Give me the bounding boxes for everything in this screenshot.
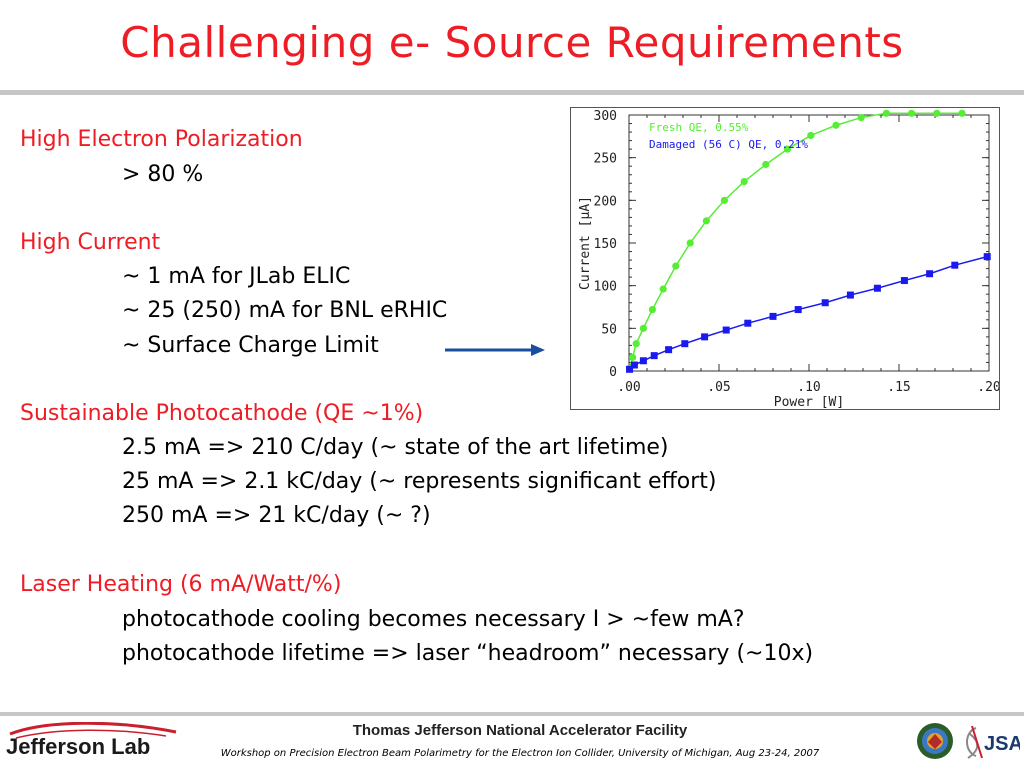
x-tick-label: .00: [617, 380, 640, 395]
data-point: [958, 109, 966, 117]
x-tick-label: .05: [707, 380, 730, 395]
x-tick-label: .10: [797, 380, 820, 395]
heading-photocathode: Sustainable Photocathode (QE ~1%): [20, 401, 424, 426]
text-lifetime-3: 250 mA => 21 kC/day (~ ?): [122, 503, 431, 528]
data-point: [720, 196, 728, 204]
data-point: [783, 145, 791, 153]
data-point: [665, 346, 673, 354]
doe-seal-icon: [917, 723, 953, 759]
data-point: [926, 270, 934, 278]
text-headroom: photocathode lifetime => laser “headroom…: [122, 641, 814, 666]
slide-title: Challenging e- Source Requirements: [120, 18, 904, 67]
y-tick-label: 250: [594, 152, 617, 167]
qe-chart-frame: 0 50 100 150 200 250 300 .00 .05 .10 .15 .20 Power […: [570, 107, 1001, 410]
data-point: [672, 262, 680, 270]
data-point: [639, 357, 647, 365]
qe-chart: 0 50 100 150 200 250 300 .00 .05 .10 .15 .20 Power […: [578, 109, 1001, 410]
data-point: [626, 365, 634, 373]
text-surface-charge: ~ Surface Charge Limit: [122, 333, 379, 358]
jsa-logo-text: JSA: [984, 733, 1020, 755]
text-cooling: photocathode cooling becomes necessary I…: [122, 607, 745, 632]
footer-workshop: Workshop on Precision Electron Beam Pola…: [220, 748, 820, 759]
heading-current: High Current: [20, 230, 161, 255]
jefferson-lab-wordmark: Jefferson Lab: [6, 734, 151, 759]
y-tick-label: 50: [601, 322, 617, 337]
data-point: [807, 131, 815, 140]
data-point: [794, 306, 802, 314]
plot-area: [628, 114, 990, 372]
series-line-1: [629, 255, 988, 370]
x-tick-label: .15: [887, 380, 910, 395]
data-point: [983, 253, 991, 261]
data-point: [648, 305, 656, 314]
y-tick-label: 100: [594, 280, 617, 295]
data-point: [686, 239, 694, 247]
data-point: [632, 340, 640, 348]
data-point: [744, 319, 752, 327]
data-point: [846, 291, 854, 299]
y-tick-label: 0: [609, 365, 617, 380]
title-divider: [0, 90, 1024, 95]
series-line-0: [628, 112, 962, 369]
data-point: [832, 121, 840, 129]
arrow-icon: [445, 344, 545, 356]
text-lifetime-1: 2.5 mA => 210 C/day (~ state of the art …: [122, 435, 669, 460]
text-lifetime-2: 25 mA => 2.1 kC/day (~ represents signif…: [122, 469, 717, 494]
data-point: [857, 113, 865, 122]
data-point: [908, 109, 916, 117]
data-point: [722, 326, 730, 334]
data-point: [821, 299, 829, 307]
data-point: [762, 160, 770, 169]
x-tick-label: .20: [977, 380, 999, 395]
legend-entry: Damaged (56 C) QE, 0.21%: [649, 138, 808, 151]
data-point: [769, 312, 777, 320]
y-tick-label: 300: [594, 109, 617, 124]
data-point: [630, 361, 638, 369]
footer-org-name: Thomas Jefferson National Accelerator Fa…: [352, 722, 688, 739]
heading-laser-heating: Laser Heating (6 mA/Watt/%): [20, 572, 342, 597]
data-point: [650, 352, 658, 360]
data-point: [629, 353, 637, 361]
text-current-erhic: ~ 25 (250) mA for BNL eRHIC: [122, 298, 448, 323]
text-current-elic: ~ 1 mA for JLab ELIC: [122, 264, 351, 289]
data-point: [639, 324, 647, 332]
data-point: [900, 277, 908, 285]
footer-divider: [0, 712, 1024, 716]
heading-polarization: High Electron Polarization: [20, 127, 303, 152]
jefferson-lab-logo: [9, 722, 177, 739]
data-point: [873, 284, 881, 292]
data-point: [933, 109, 941, 117]
data-point: [681, 340, 689, 348]
x-axis-label: Power [W]: [774, 395, 844, 409]
data-point: [740, 177, 748, 186]
data-point: [659, 285, 667, 293]
y-axis-label: Current [μA]: [578, 196, 593, 290]
data-point: [882, 109, 890, 117]
data-point: [701, 333, 709, 341]
y-tick-label: 200: [594, 194, 617, 209]
data-point: [951, 261, 959, 269]
legend-entry: Fresh QE, 0.55%: [649, 121, 749, 134]
y-tick-label: 150: [594, 237, 617, 252]
jsa-logo: JSA: [966, 725, 1020, 759]
text-polarization-value: > 80 %: [122, 162, 204, 187]
data-point: [702, 217, 710, 225]
